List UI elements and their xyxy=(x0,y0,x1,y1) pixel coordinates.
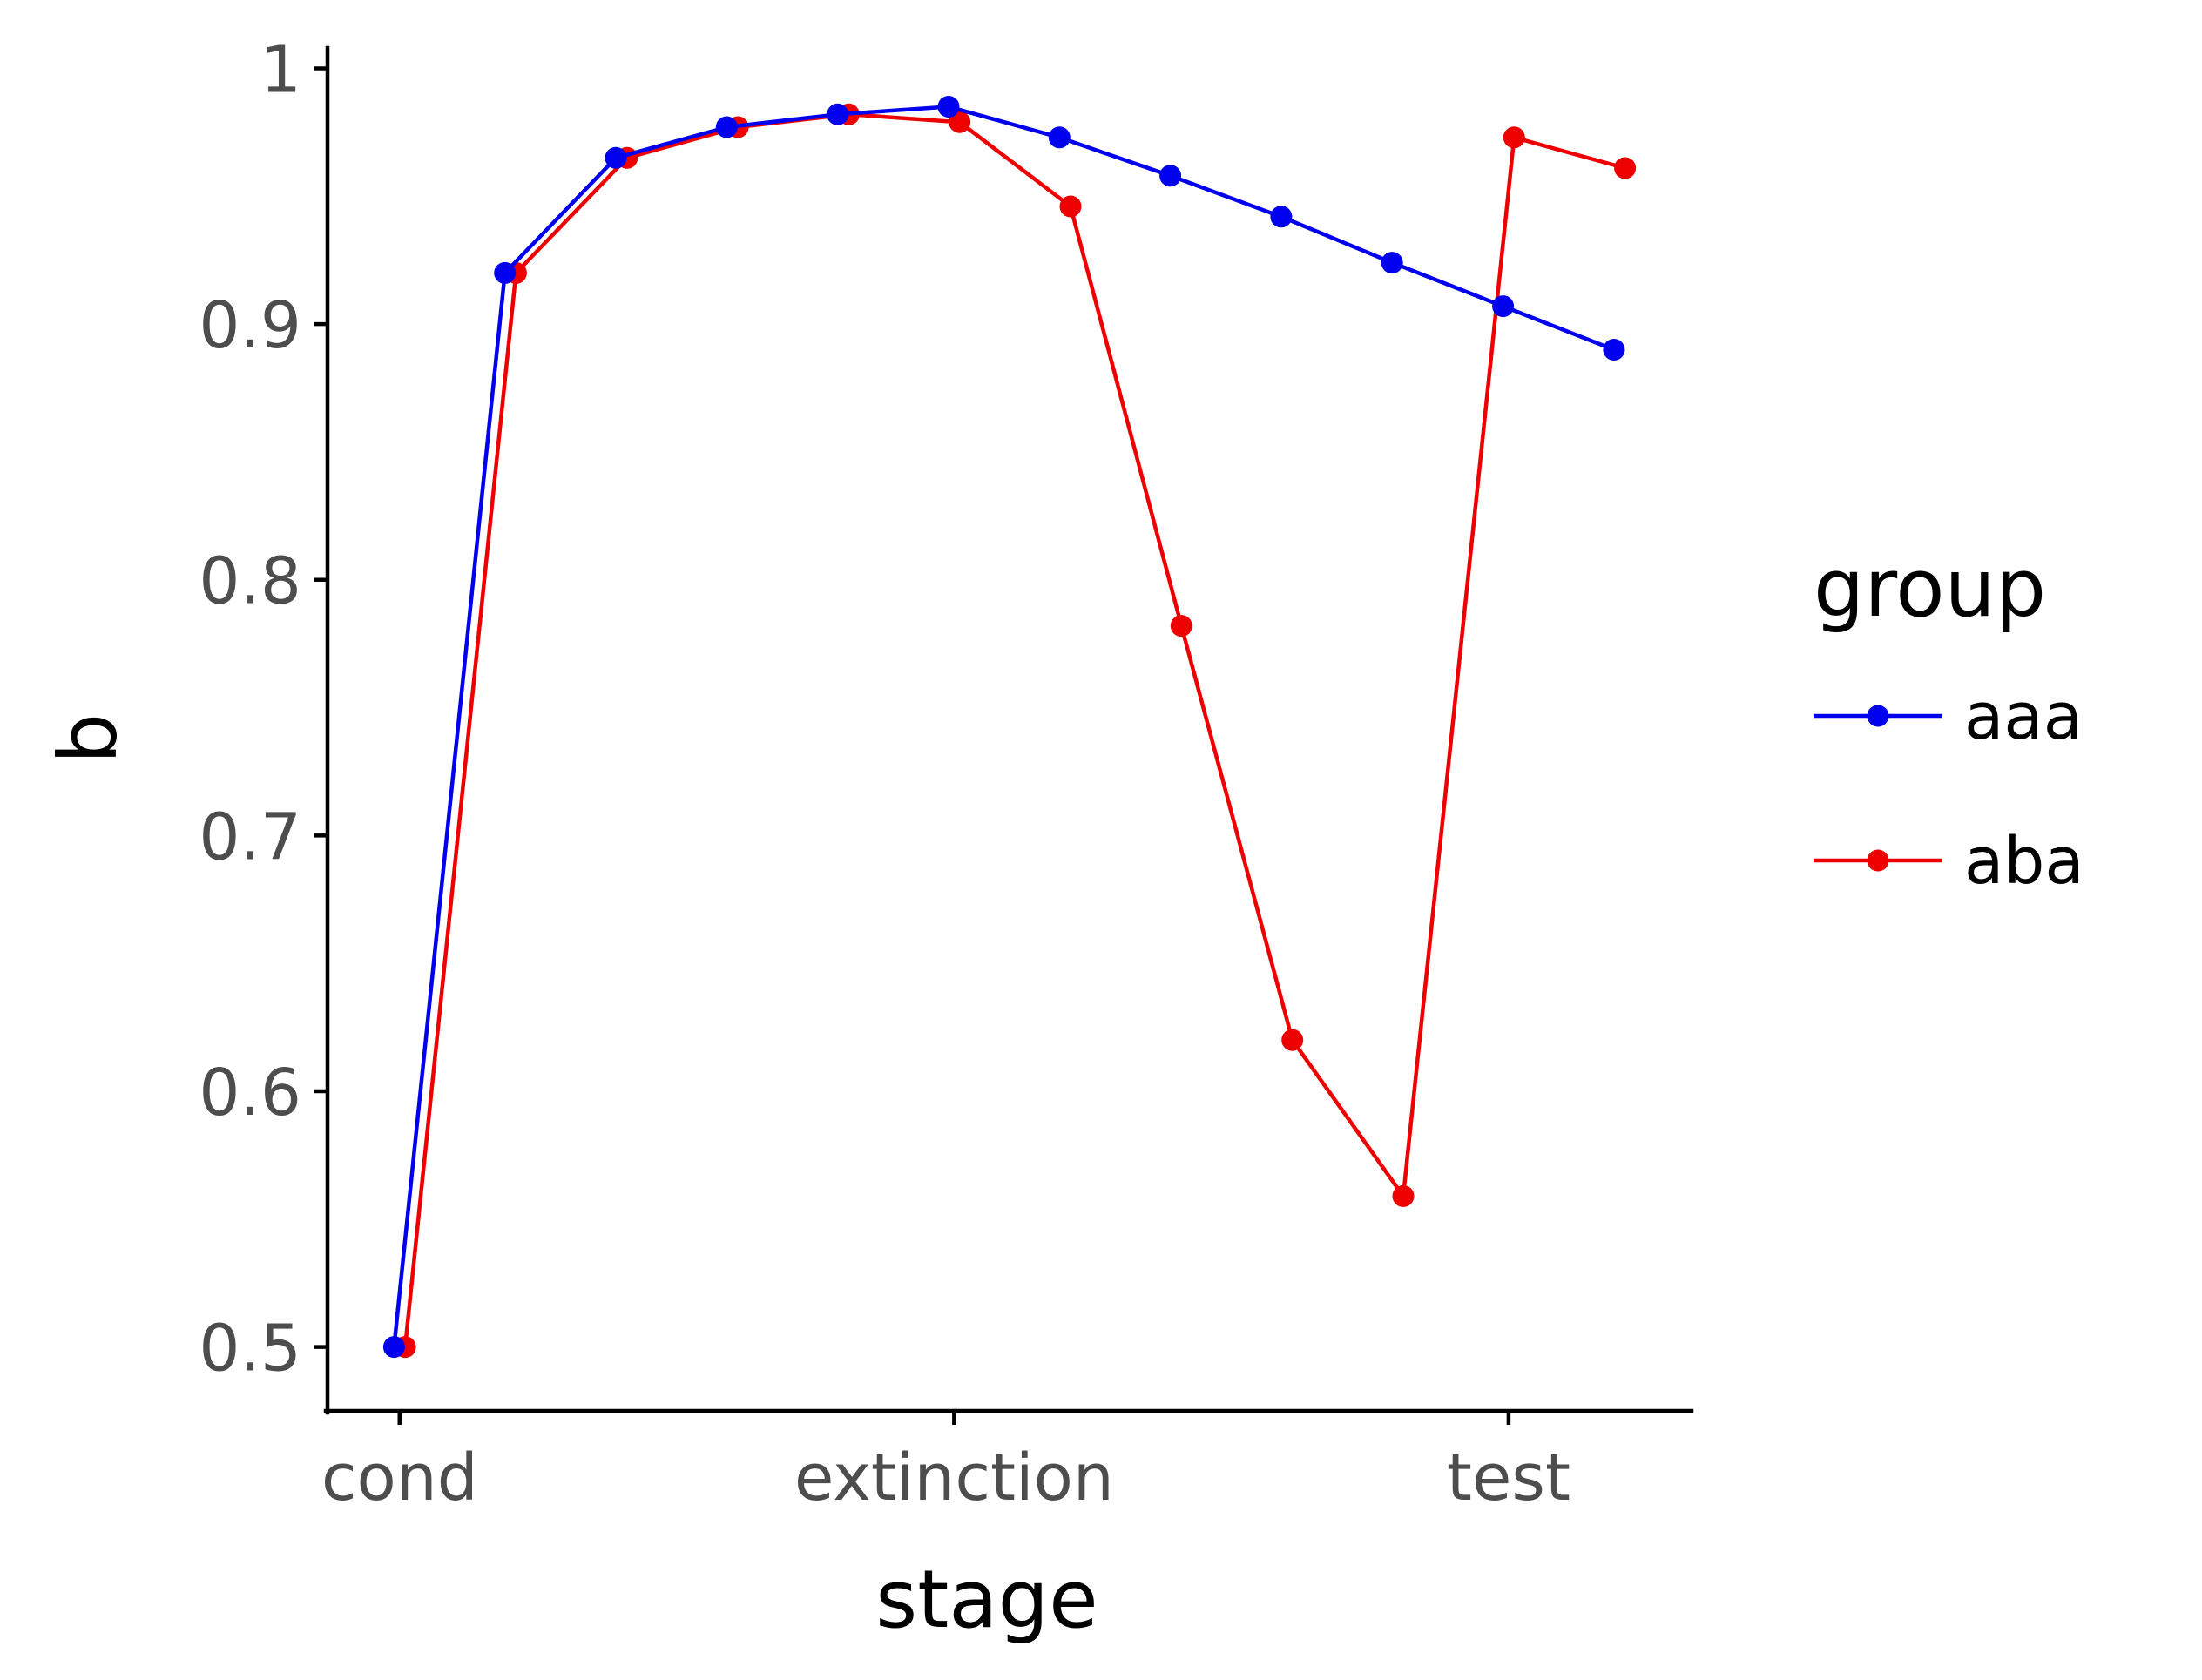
data-point-aba xyxy=(1392,1184,1415,1207)
series-line-aba xyxy=(402,112,1626,1347)
data-point-aaa xyxy=(715,116,738,138)
legend-title: group xyxy=(1814,542,2046,635)
data-point-aaa xyxy=(1381,252,1403,274)
data-point-aaa xyxy=(382,1336,405,1359)
data-point-aba xyxy=(1281,1029,1304,1051)
data-point-aaa xyxy=(1159,165,1182,187)
y-tick-label: 0.5 xyxy=(199,1312,301,1387)
x-tick-label: test xyxy=(1447,1440,1570,1515)
series-aaa xyxy=(382,96,1625,1359)
axis-titles: stage b xyxy=(42,713,1098,1646)
plot-series xyxy=(382,96,1637,1359)
legend-item-aba: aba xyxy=(1814,824,2084,899)
axes: 0.5 0.6 0.7 0.8 0.9 1 cond extinction test xyxy=(199,32,1694,1515)
data-point-aaa xyxy=(1270,206,1293,228)
legend-key-point xyxy=(1867,705,1889,727)
y-tick-label: 0.6 xyxy=(199,1056,301,1130)
data-point-aaa xyxy=(1492,295,1515,318)
x-tick-label: extinction xyxy=(794,1440,1114,1515)
y-tick-label: 1 xyxy=(260,32,301,107)
legend-key-point xyxy=(1867,849,1889,872)
data-point-aaa xyxy=(827,103,849,125)
data-point-aba xyxy=(1059,195,1082,218)
series-line-aaa xyxy=(392,105,1615,1347)
y-tick-label: 0.7 xyxy=(199,800,301,874)
data-point-aaa xyxy=(605,146,627,169)
legend-label: aaa xyxy=(1964,679,2083,754)
legend: group aaa aba xyxy=(1814,542,2084,899)
x-tick-label: cond xyxy=(321,1440,478,1515)
legend-label: aba xyxy=(1964,824,2084,899)
data-point-aaa xyxy=(937,96,960,118)
legend-item-aaa: aaa xyxy=(1814,679,2083,754)
y-tick-label: 0.9 xyxy=(199,288,301,363)
x-axis-title: stage xyxy=(875,1553,1098,1646)
data-point-aaa xyxy=(1048,126,1071,149)
data-point-aba xyxy=(1170,615,1192,638)
series-aba xyxy=(394,103,1637,1359)
data-point-aba xyxy=(1614,157,1637,179)
data-point-aaa xyxy=(494,261,517,284)
data-point-aba xyxy=(1503,126,1525,149)
data-point-aaa xyxy=(1603,339,1625,361)
y-tick-label: 0.8 xyxy=(199,544,301,619)
y-axis-title: b xyxy=(42,713,135,764)
data-point-aba xyxy=(949,111,971,133)
